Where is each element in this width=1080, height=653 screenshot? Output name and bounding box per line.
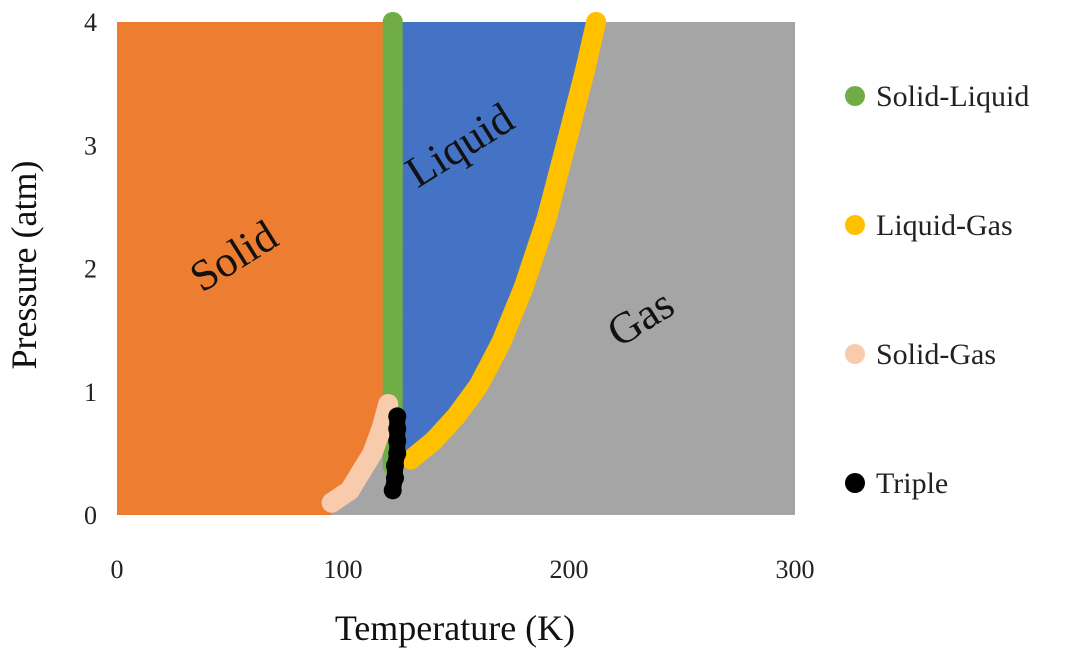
- data-point-liquid-gas: [446, 406, 466, 427]
- data-point-liquid-gas: [491, 332, 512, 353]
- region-solid: [117, 22, 393, 515]
- data-point-liquid-gas: [423, 431, 444, 452]
- series-solid-liquid: [382, 12, 403, 476]
- data-point-triple: [388, 432, 407, 451]
- data-point-solid-gas: [371, 418, 392, 439]
- data-point-solid-gas: [362, 443, 383, 464]
- x-axis-ticks: 0 100 200 300: [111, 555, 815, 584]
- data-point-liquid-gas: [513, 276, 534, 297]
- x-tick-label: 100: [324, 555, 363, 584]
- data-point-solid-liquid: [382, 307, 403, 328]
- y-tick-label: 3: [84, 131, 97, 160]
- series-layer: [321, 12, 607, 513]
- x-tick-label: 300: [776, 555, 815, 584]
- data-point-liquid-gas: [536, 209, 557, 230]
- data-point-solid-gas: [351, 461, 372, 482]
- y-tick-label: 1: [84, 378, 97, 407]
- data-point-solid-liquid: [382, 12, 403, 32]
- legend: Solid-Liquid Liquid-Gas Solid-Gas Triple: [845, 80, 1029, 500]
- plot-regions: [117, 22, 795, 515]
- data-point-liquid-gas: [559, 122, 579, 143]
- legend-marker-triple: [845, 473, 865, 493]
- data-point-liquid-gas: [574, 61, 595, 82]
- legend-marker-liquid-gas: [845, 215, 865, 235]
- legend-label-solid-gas: Solid-Gas: [876, 338, 996, 371]
- data-point-triple: [388, 444, 407, 463]
- x-axis-title: Temperature (K): [335, 608, 575, 648]
- y-axis-ticks: 0 1 2 3 4: [84, 8, 97, 530]
- region-liquid: [392, 22, 597, 460]
- series-triple: [383, 407, 407, 500]
- data-point-solid-gas: [339, 480, 360, 501]
- y-tick-label: 0: [84, 501, 97, 530]
- data-point-liquid-gas: [468, 375, 489, 396]
- data-point-triple: [385, 469, 404, 488]
- y-tick-label: 2: [84, 255, 97, 284]
- data-point-triple: [388, 407, 407, 426]
- y-axis-title: Pressure (atm): [4, 161, 44, 370]
- data-point-triple: [388, 419, 407, 438]
- legend-marker-solid-liquid: [845, 86, 865, 106]
- x-tick-label: 200: [550, 555, 589, 584]
- y-tick-label: 4: [84, 8, 97, 37]
- legend-label-triple: Triple: [876, 467, 948, 500]
- series-solid-gas: [321, 394, 399, 513]
- data-point-solid-liquid: [382, 159, 403, 180]
- data-point-solid-liquid: [382, 85, 403, 106]
- data-point-solid-gas: [321, 492, 342, 513]
- x-tick-label: 0: [111, 555, 124, 584]
- data-point-solid-liquid: [382, 233, 403, 254]
- legend-label-solid-liquid: Solid-Liquid: [876, 80, 1029, 113]
- legend-label-liquid-gas: Liquid-Gas: [876, 209, 1013, 242]
- series-liquid-gas: [400, 12, 607, 470]
- data-point-liquid-gas: [586, 12, 607, 32]
- legend-marker-solid-gas: [845, 344, 865, 364]
- series-band-liquid-gas: [400, 12, 607, 470]
